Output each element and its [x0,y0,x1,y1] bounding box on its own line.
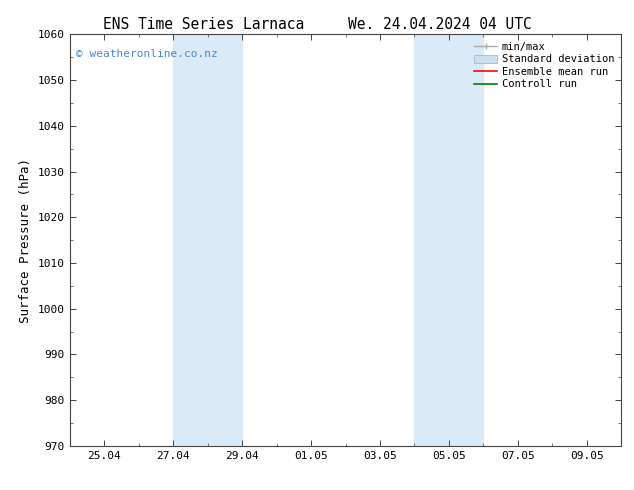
Bar [415,34,483,446]
Bar [173,34,242,446]
Y-axis label: Surface Pressure (hPa): Surface Pressure (hPa) [19,158,32,322]
Legend: min/max, Standard deviation, Ensemble mean run, Controll run: min/max, Standard deviation, Ensemble me… [472,40,616,92]
Text: ENS Time Series Larnaca     We. 24.04.2024 04 UTC: ENS Time Series Larnaca We. 24.04.2024 0… [103,17,531,32]
Text: © weatheronline.co.nz: © weatheronline.co.nz [76,49,218,59]
